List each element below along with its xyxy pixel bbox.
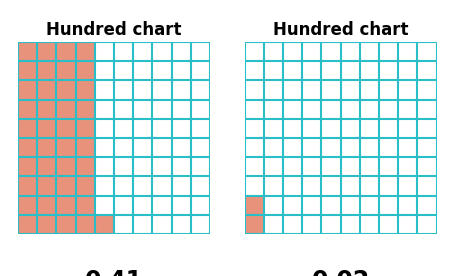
Bar xyxy=(56,119,76,138)
Title: Hundred chart: Hundred chart xyxy=(46,21,182,39)
Bar xyxy=(37,176,56,196)
Bar xyxy=(56,61,76,80)
Bar xyxy=(95,215,114,234)
Text: 0.02: 0.02 xyxy=(311,269,369,276)
Bar xyxy=(37,196,56,215)
Bar xyxy=(37,61,56,80)
Bar xyxy=(18,215,37,234)
Bar xyxy=(37,42,56,61)
Bar xyxy=(56,138,76,157)
Bar xyxy=(76,42,95,61)
Bar xyxy=(76,119,95,138)
Bar xyxy=(76,61,95,80)
Title: Hundred chart: Hundred chart xyxy=(273,21,408,39)
Bar xyxy=(37,215,56,234)
Bar xyxy=(56,157,76,176)
Bar xyxy=(76,157,95,176)
Text: 0.41: 0.41 xyxy=(85,269,143,276)
Bar xyxy=(18,61,37,80)
Bar xyxy=(76,138,95,157)
Bar xyxy=(37,138,56,157)
Bar xyxy=(56,176,76,196)
Bar xyxy=(76,80,95,100)
Bar xyxy=(37,100,56,119)
Bar xyxy=(56,42,76,61)
Bar xyxy=(244,196,264,215)
Bar xyxy=(18,80,37,100)
Bar xyxy=(37,80,56,100)
Bar xyxy=(18,176,37,196)
Bar xyxy=(76,176,95,196)
Bar xyxy=(18,138,37,157)
Bar xyxy=(18,157,37,176)
Bar xyxy=(37,119,56,138)
Bar xyxy=(18,100,37,119)
Bar xyxy=(18,196,37,215)
Bar xyxy=(244,215,264,234)
Bar xyxy=(37,157,56,176)
Bar xyxy=(76,196,95,215)
Bar xyxy=(18,119,37,138)
Bar xyxy=(18,42,37,61)
Bar xyxy=(56,215,76,234)
Bar xyxy=(76,215,95,234)
Bar xyxy=(76,100,95,119)
Bar xyxy=(56,196,76,215)
Bar xyxy=(56,80,76,100)
Bar xyxy=(56,100,76,119)
